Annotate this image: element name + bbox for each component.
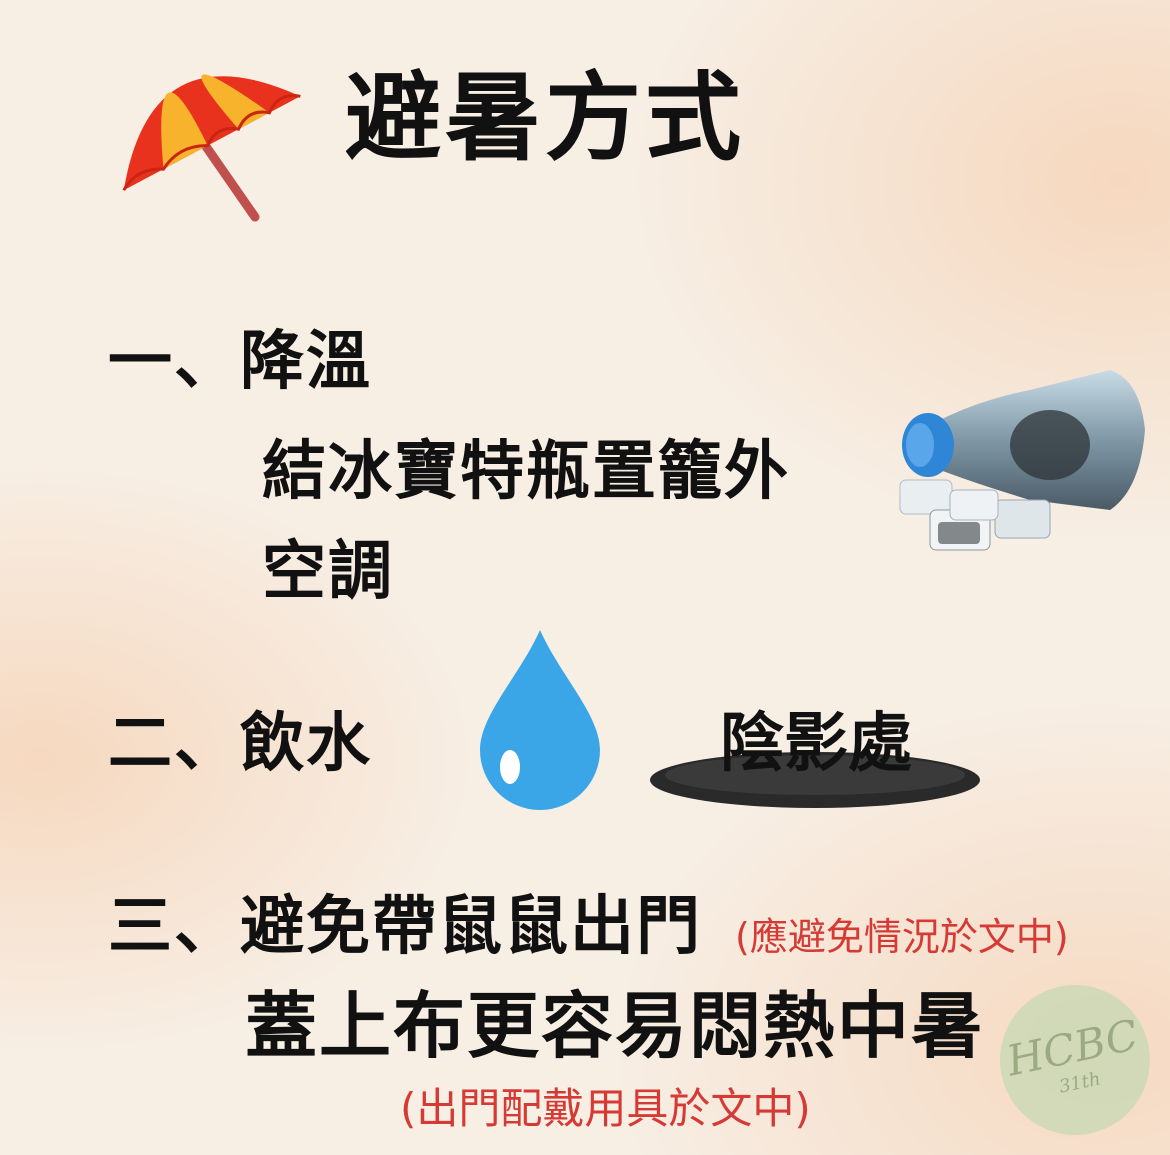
section-3-heading: 三、避免帶鼠鼠出門 bbox=[108, 895, 702, 959]
section-2-title: 飲水 bbox=[240, 707, 372, 781]
section-1-number: 一、 bbox=[108, 325, 240, 399]
frozen-bottle-icon bbox=[899, 370, 1145, 551]
page-title: 避暑方式 bbox=[345, 62, 745, 174]
watermark-text: HCBC bbox=[1002, 1010, 1143, 1086]
section-3-line-1: 蓋上布更容易悶熱中暑 bbox=[245, 984, 986, 1068]
section-3-title: 避免帶鼠鼠出門 bbox=[240, 890, 702, 964]
section-3-number: 三、 bbox=[108, 890, 240, 964]
beach-umbrella-icon bbox=[122, 74, 301, 222]
section-1-line-1: 結冰寶特瓶置籠外 bbox=[262, 435, 790, 509]
section-3-note: (應避免情況於文中) bbox=[735, 915, 1069, 959]
water-drop-icon bbox=[480, 630, 600, 810]
section-1-title: 降溫 bbox=[240, 325, 372, 399]
section-1-line-2: 空調 bbox=[262, 535, 394, 609]
section-2-number: 二、 bbox=[108, 707, 240, 781]
shadow-icon bbox=[650, 752, 980, 808]
shade-label: 陰影處 bbox=[720, 707, 912, 781]
section-2-heading: 二、飲水 bbox=[108, 712, 372, 776]
section-1-heading: 一、降溫 bbox=[108, 330, 372, 394]
watermark-logo: HCBC 31th bbox=[986, 971, 1164, 1149]
section-3-footnote: (出門配戴用具於文中) bbox=[400, 1084, 811, 1133]
